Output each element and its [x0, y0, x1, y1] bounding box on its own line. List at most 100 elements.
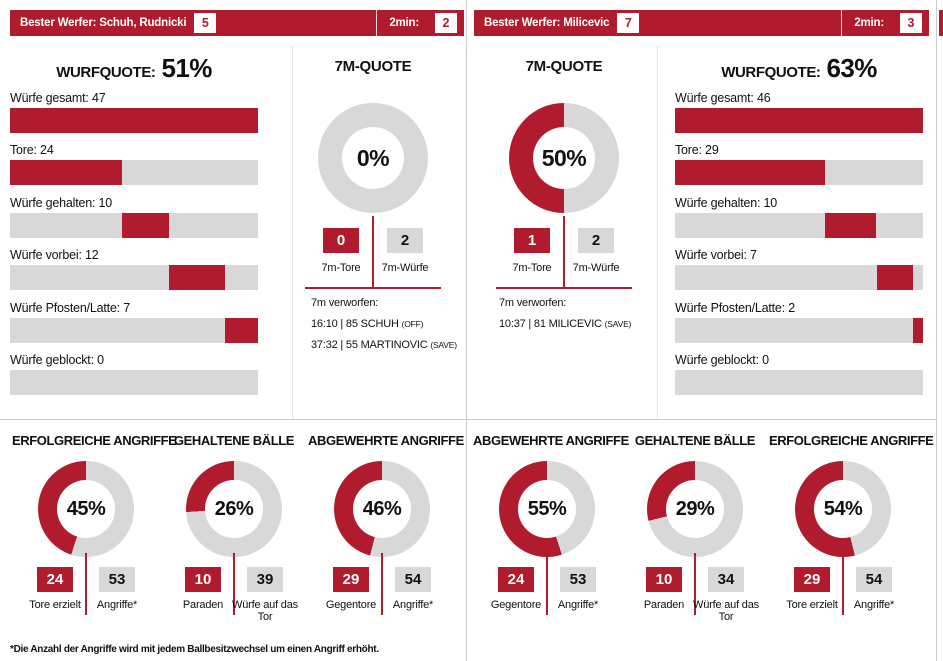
bar-track	[10, 108, 258, 133]
bar-track	[675, 213, 923, 238]
bar-segment	[824, 213, 877, 238]
home-7m-attempts-box: 2	[387, 228, 423, 253]
missed-entry-text: 37:32 | 55 MARTINOVIC	[311, 339, 428, 351]
section-divider	[0, 419, 937, 420]
away-bar-wuerfe-gesamt: Würfe gesamt: 46	[675, 91, 923, 133]
panel-box1: 29	[333, 567, 369, 592]
home-7m-goals-label: 7m-Tore	[321, 262, 361, 274]
home-7m-vline	[372, 216, 374, 288]
away-bar-wuerfe-gehalten: Würfe gehalten: 10	[675, 196, 923, 238]
panel-label2: Würfe auf das Tor	[693, 599, 759, 623]
away-column-divider	[657, 46, 658, 419]
panel-title: GEHALTENE BÄLLE	[634, 433, 756, 448]
bar-track	[675, 160, 923, 185]
panel-box1: 10	[646, 567, 682, 592]
missed-entry: 16:10 | 85 SCHUH (OFF)	[311, 318, 457, 330]
home-bar-wuerfe-gesamt: Würfe gesamt: 47	[10, 91, 258, 133]
bar-segment	[876, 265, 913, 290]
home-bar-pfosten-latte: Würfe Pfosten/Latte: 7	[10, 301, 258, 343]
away-7m-title: 7M-QUOTE	[525, 58, 603, 75]
panel-percent: 54%	[814, 480, 872, 538]
bar-track	[10, 370, 258, 395]
home-bar-wuerfe-gehalten: Würfe gehalten: 10	[10, 196, 258, 238]
away-7m-attempts-label: 7m-Würfe	[572, 262, 620, 274]
panel-vline	[233, 553, 235, 615]
panel-vline	[85, 553, 87, 615]
panel-label2: Angriffe*	[853, 599, 895, 611]
panel-label1: Paraden	[182, 599, 224, 611]
away-7m-vline	[563, 216, 565, 288]
panel-donut: 55%	[499, 461, 595, 557]
panel-percent: 46%	[353, 480, 411, 538]
bar-track	[675, 318, 923, 343]
panel-vline	[842, 553, 844, 615]
away-7m-attempts-box: 2	[578, 228, 614, 253]
panel-donut: 29%	[647, 461, 743, 557]
bar-segment	[169, 265, 226, 290]
home-panel-gehaltene-baelle: GEHALTENE BÄLLE 26% 10 39 Paraden Würfe …	[160, 433, 308, 628]
home-7m-goals-box: 0	[323, 228, 359, 253]
bar-segment	[225, 318, 258, 343]
bar-track	[10, 318, 258, 343]
away-2min-count: 3	[900, 13, 922, 33]
panel-percent: 55%	[518, 480, 576, 538]
home-best-shooter-count: 5	[194, 13, 217, 33]
bar-track	[10, 160, 258, 185]
away-7m-goals-box: 1	[514, 228, 550, 253]
panel-label2: Angriffe*	[392, 599, 434, 611]
panel-title: ABGEWEHRTE ANGRIFFE	[473, 433, 629, 448]
home-7m-title: 7M-QUOTE	[334, 58, 412, 75]
home-wurfquote-value: 51%	[161, 53, 213, 83]
missed-entry-tag: (SAVE)	[604, 319, 632, 329]
missed-entry-text: 10:37 | 81 MILICEVIC	[499, 318, 602, 330]
home-bar-wuerfe-vorbei: Würfe vorbei: 12	[10, 248, 258, 290]
panel-label1: Tore erzielt	[29, 599, 81, 611]
bar-segment	[10, 108, 258, 133]
away-2min-label: 2min:	[854, 17, 884, 29]
bar-label: Würfe vorbei: 7	[675, 248, 757, 262]
home-penalty-group: 2min: 2	[376, 10, 464, 36]
bar-segment	[122, 213, 170, 238]
missed-entry: 37:32 | 55 MARTINOVIC (SAVE)	[311, 339, 457, 351]
panel-box2: 34	[708, 567, 744, 592]
panel-donut: 26%	[186, 461, 282, 557]
away-7m-hline	[496, 287, 632, 289]
home-2min-count: 2	[435, 13, 457, 33]
bar-label: Würfe gesamt: 47	[10, 91, 106, 105]
panel-label2: Angriffe*	[557, 599, 599, 611]
panel-vline	[694, 553, 696, 615]
bar-label: Würfe vorbei: 12	[10, 248, 99, 262]
panel-box1: 10	[185, 567, 221, 592]
panel-title: ERFOLGREICHE ANGRIFFE	[769, 433, 934, 448]
bar-segment	[912, 318, 923, 343]
away-7m-donut: 50%	[509, 103, 619, 213]
away-bar-tore: Tore: 29	[675, 143, 923, 185]
panel-label1: Tore erzielt	[786, 599, 838, 611]
bar-label: Würfe Pfosten/Latte: 7	[10, 301, 130, 315]
bar-track	[10, 213, 258, 238]
home-best-shooter-label: Bester Werfer: Schuh, Rudnicki	[20, 17, 187, 29]
cropped-header-fragment	[939, 10, 943, 36]
home-panel-erfolgreiche-angriffe: ERFOLGREICHE ANGRIFFE 45% 24 53 Tore erz…	[12, 433, 177, 628]
missed-entry-tag: (OFF)	[401, 319, 424, 329]
panel-label1: Gegentore	[325, 599, 377, 611]
bar-track	[675, 108, 923, 133]
away-wurfquote-label: WURFQUOTE:	[721, 64, 821, 81]
away-panel-abgewehrte-angriffe: ABGEWEHRTE ANGRIFFE 55% 24 53 Gegentore …	[473, 433, 629, 628]
missed-entry-tag: (SAVE)	[430, 340, 457, 350]
home-column-divider	[292, 46, 293, 419]
home-bar-wuerfe-geblockt: Würfe geblockt: 0	[10, 353, 258, 395]
panel-vline	[546, 553, 548, 615]
panel-percent: 29%	[666, 480, 724, 538]
right-edge-divider	[936, 0, 937, 661]
bar-label: Würfe gehalten: 10	[10, 196, 113, 210]
panel-donut: 54%	[795, 461, 891, 557]
panel-percent: 45%	[57, 480, 115, 538]
home-header-bar: Bester Werfer: Schuh, Rudnicki 5 2min: 2	[10, 10, 464, 36]
panel-label2: Angriffe*	[96, 599, 138, 611]
panel-box1: 24	[498, 567, 534, 592]
panel-box1: 24	[37, 567, 73, 592]
panel-box2: 54	[856, 567, 892, 592]
panel-vline	[381, 553, 383, 615]
